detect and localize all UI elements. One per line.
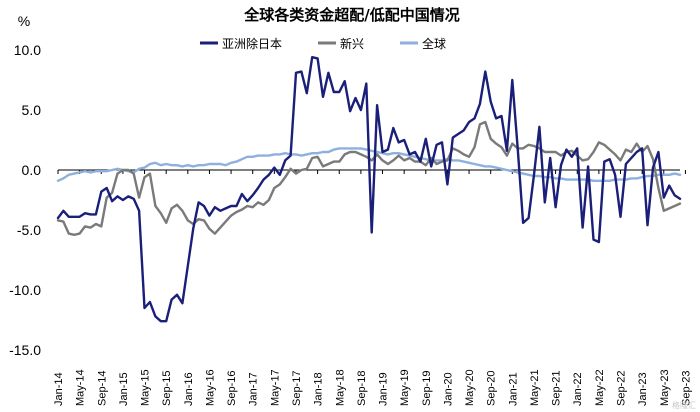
x-tick-label: May-14 <box>75 369 87 406</box>
y-tick-label: -10.0 <box>9 282 41 298</box>
x-tick-label: Sep-14 <box>96 371 108 406</box>
x-tick-label: Jan-17 <box>248 372 260 406</box>
y-tick-label: 10.0 <box>14 42 41 58</box>
x-tick-label: Jan-15 <box>118 372 130 406</box>
x-tick-label: Sep-21 <box>551 371 563 406</box>
y-axis: 10.0 5.0 0.0 -5.0 -10.0 -15.0 <box>9 42 41 358</box>
x-tick-label: Sep-22 <box>616 371 628 406</box>
x-tick-label: Sep-17 <box>291 371 303 406</box>
y-axis-unit-label: % <box>18 13 30 29</box>
x-tick-label: Jan-21 <box>507 372 519 406</box>
legend-label-2: 全球 <box>422 36 446 51</box>
series-lines <box>56 56 682 323</box>
y-tick-label: 0.0 <box>22 162 42 178</box>
x-tick-label: Sep-16 <box>226 371 238 406</box>
chart-title: 全球各类资金超配/低配中国情况 <box>243 6 459 24</box>
x-tick-label: May-19 <box>399 369 411 406</box>
y-tick-label: -5.0 <box>17 222 41 238</box>
x-tick-label: Sep-15 <box>161 371 173 406</box>
legend-label-0: 亚洲除日本 <box>222 36 282 51</box>
x-tick-label: Jan-14 <box>53 372 65 406</box>
x-tick-label: May-16 <box>204 369 216 406</box>
x-tick-label: May-21 <box>529 369 541 406</box>
x-tick-label: Sep-23 <box>680 371 692 406</box>
x-tick-label: Jan-20 <box>442 372 454 406</box>
series-line-0 <box>56 56 682 323</box>
x-tick-label: May-20 <box>464 369 476 406</box>
y-tick-label: 5.0 <box>22 102 42 118</box>
x-tick-label: May-15 <box>140 369 152 406</box>
x-axis: Jan-14 May-14 Sep-14 Jan-15 May-15 Sep-15 Jan-… <box>53 170 692 406</box>
x-tick-label: May-23 <box>659 369 671 406</box>
x-tick-label: Sep-18 <box>356 371 368 406</box>
x-tick-label: Jan-23 <box>637 372 649 406</box>
x-tick-label: Jan-19 <box>378 372 390 406</box>
x-tick-label: May-18 <box>334 369 346 406</box>
x-tick-label: Jan-22 <box>572 372 584 406</box>
legend-label-1: 新兴 <box>340 36 364 51</box>
x-tick-label: May-17 <box>269 369 281 406</box>
x-tick-label: Sep-19 <box>421 371 433 406</box>
x-tick-label: Sep-20 <box>486 371 498 406</box>
y-tick-label: -15.0 <box>9 342 41 358</box>
legend: 亚洲除日本 新兴 全球 <box>200 36 446 51</box>
x-tick-label: Jan-18 <box>313 372 325 406</box>
x-tick-label: Jan-16 <box>183 372 195 406</box>
watermark: 格隆汇 <box>672 400 696 410</box>
x-tick-label: May-22 <box>594 369 606 406</box>
